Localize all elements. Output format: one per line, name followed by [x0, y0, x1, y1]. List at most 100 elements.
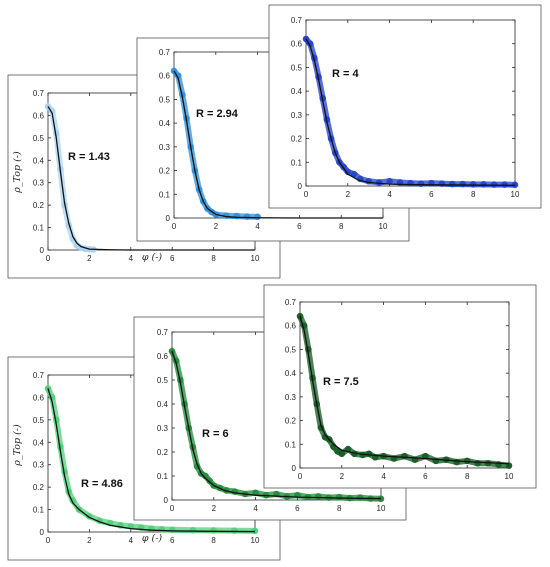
- x-tick-label: 6: [297, 222, 302, 231]
- data-point: [335, 493, 343, 501]
- x-tick-label: 0: [46, 536, 51, 545]
- x-tick-label: 8: [465, 472, 470, 481]
- y-tick-label: 0.5: [159, 95, 171, 104]
- y-tick-label: 0: [40, 528, 45, 537]
- x-tick-label: 6: [295, 504, 300, 513]
- data-point: [480, 181, 487, 188]
- data-point: [231, 527, 238, 534]
- data-point: [338, 450, 346, 458]
- x-tick-label: 10: [251, 254, 260, 263]
- data-point: [401, 452, 408, 460]
- data-point: [417, 180, 425, 187]
- y-tick-label: 0.2: [33, 483, 45, 492]
- y-tick-label: 0.6: [33, 111, 45, 120]
- chart-panel: 0 0.1 0.2 0.3 0.4 0.5 0.6 0.7 0 2 4 6 8 10 R = 4: [268, 4, 542, 209]
- data-point: [210, 527, 217, 534]
- y-tick-label: 0.2: [157, 448, 169, 457]
- y-tick-label: 0.3: [33, 179, 45, 188]
- y-tick-label: 0.5: [33, 134, 45, 143]
- y-axis-label: ρ_Top (-): [12, 424, 23, 467]
- r-value-label: R = 4: [332, 68, 359, 80]
- data-point: [453, 458, 461, 466]
- x-tick-label: 6: [170, 536, 175, 545]
- y-tick-label: 0.2: [285, 417, 297, 426]
- x-tick-label: 2: [87, 254, 92, 263]
- data-point: [356, 494, 364, 501]
- x-tick-label: 8: [471, 190, 476, 199]
- fit-line: [305, 38, 516, 186]
- y-tick-label: 0: [292, 464, 297, 473]
- y-tick-label: 0.5: [157, 376, 169, 385]
- y-tick-label: 0.3: [285, 393, 297, 402]
- y-tick-label: 0.1: [33, 506, 45, 515]
- y-tick-label: 0.1: [285, 440, 297, 449]
- data-point: [314, 493, 322, 500]
- x-tick-label: 2: [87, 536, 92, 545]
- r-value-label: R = 4.86: [81, 478, 123, 490]
- r-value-label: R = 7.5: [323, 376, 359, 388]
- data-point: [495, 461, 502, 468]
- r-value-label: R = 2.94: [196, 108, 239, 120]
- data-point: [365, 177, 373, 185]
- y-tick-label: 0.6: [285, 322, 297, 331]
- y-tick-label: 0.7: [33, 89, 45, 98]
- data-point: [231, 488, 238, 495]
- y-tick-label: 0.3: [157, 424, 169, 433]
- fit-line: [173, 70, 383, 219]
- x-tick-label: 8: [211, 536, 216, 545]
- x-tick-label: 0: [46, 254, 51, 263]
- x-tick-label: 2: [212, 504, 217, 513]
- y-tick-label: 0.1: [159, 190, 171, 199]
- y-tick-label: 0: [164, 496, 169, 505]
- x-tick-label: 0: [170, 504, 175, 513]
- x-tick-label: 6: [423, 472, 428, 481]
- data-point: [448, 180, 456, 188]
- y-tick-label: 0.4: [291, 87, 303, 96]
- y-tick-label: 0.3: [33, 461, 45, 470]
- y-tick-label: 0.4: [33, 156, 45, 165]
- y-tick-label: 0.5: [291, 63, 303, 72]
- y-tick-label: 0.6: [33, 393, 45, 402]
- x-tick-label: 4: [129, 536, 134, 545]
- y-tick-label: 0.6: [159, 72, 171, 81]
- y-tick-label: 0.6: [291, 40, 303, 49]
- y-tick-label: 0.4: [33, 438, 45, 447]
- x-tick-label: 4: [255, 222, 260, 231]
- r-value-label: R = 1.43: [68, 151, 110, 163]
- y-tick-label: 0.7: [33, 371, 45, 380]
- data-point: [254, 213, 261, 221]
- data-point: [168, 526, 176, 534]
- fit-line: [47, 388, 256, 533]
- x-tick-label: 2: [214, 222, 219, 231]
- fit-line: [299, 316, 510, 465]
- data-point: [158, 526, 166, 533]
- x-tick-label: 4: [387, 190, 392, 199]
- data-point: [243, 213, 251, 220]
- chart-panel: 0 0.1 0.2 0.3 0.4 0.5 0.6 0.7 0 2 4 6 8 10 R = 7.5: [263, 284, 537, 489]
- y-tick-label: 0.7: [157, 328, 169, 337]
- r-value-label: R = 6: [202, 428, 229, 440]
- y-tick-label: 0.7: [159, 48, 171, 57]
- data-point: [365, 450, 373, 458]
- data-point: [251, 527, 259, 535]
- y-tick-label: 0.7: [291, 16, 303, 25]
- y-tick-label: 0.1: [291, 158, 303, 167]
- x-axis-label: φ (-): [142, 252, 163, 263]
- y-tick-label: 0.4: [159, 119, 171, 128]
- data-point: [375, 179, 383, 186]
- x-tick-label: 2: [346, 190, 351, 199]
- x-tick-label: 10: [251, 536, 260, 545]
- data-point: [459, 180, 467, 188]
- plot-box: [299, 301, 510, 469]
- y-tick-label: 0.2: [159, 167, 171, 176]
- y-tick-label: 0: [40, 246, 45, 255]
- x-tick-label: 0: [298, 472, 303, 481]
- y-tick-label: 0.4: [285, 369, 297, 378]
- x-tick-label: 8: [337, 504, 342, 513]
- x-tick-label: 10: [379, 222, 388, 231]
- data-point: [407, 179, 414, 187]
- y-tick-label: 0.3: [159, 143, 171, 152]
- x-tick-label: 10: [511, 190, 520, 199]
- data-point: [469, 181, 477, 188]
